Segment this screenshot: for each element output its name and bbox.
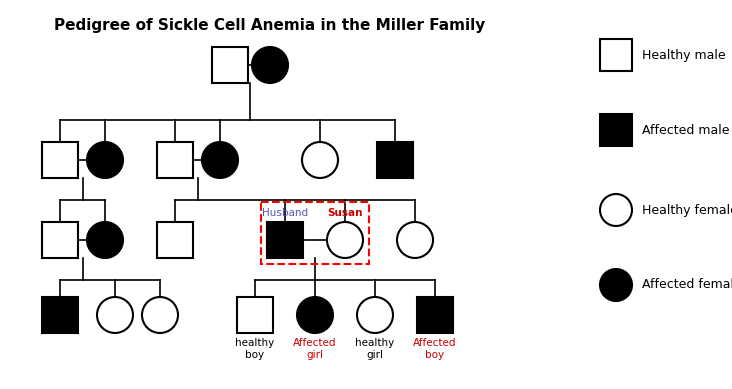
Circle shape [600,194,632,226]
Text: Affected
boy: Affected boy [414,338,457,359]
Bar [212,47,248,83]
Text: Susan: Susan [327,208,363,218]
Text: Husband: Husband [262,208,308,218]
Circle shape [87,142,123,178]
Bar [42,142,78,178]
Bar [261,202,369,264]
Bar [42,222,78,258]
Bar [42,297,78,333]
Circle shape [397,222,433,258]
Bar [237,297,273,333]
Text: Pedigree of Sickle Cell Anemia in the Miller Family: Pedigree of Sickle Cell Anemia in the Mi… [54,18,485,33]
Circle shape [297,297,333,333]
Text: Healthy female: Healthy female [642,203,732,217]
Text: Healthy male: Healthy male [642,49,725,61]
Text: healthy
girl: healthy girl [355,338,395,359]
Bar [267,222,303,258]
Text: Affected
girl: Affected girl [294,338,337,359]
Bar [157,142,193,178]
Bar [600,39,632,71]
Circle shape [87,222,123,258]
Bar [417,297,453,333]
Circle shape [357,297,393,333]
Text: Affected male: Affected male [642,123,730,137]
Text: healthy
boy: healthy boy [236,338,274,359]
Circle shape [327,222,363,258]
Bar [600,114,632,146]
Text: Affected female: Affected female [642,279,732,291]
Circle shape [142,297,178,333]
Circle shape [202,142,238,178]
Circle shape [302,142,338,178]
Circle shape [600,269,632,301]
Circle shape [252,47,288,83]
Bar [157,222,193,258]
Circle shape [97,297,133,333]
Bar [377,142,413,178]
